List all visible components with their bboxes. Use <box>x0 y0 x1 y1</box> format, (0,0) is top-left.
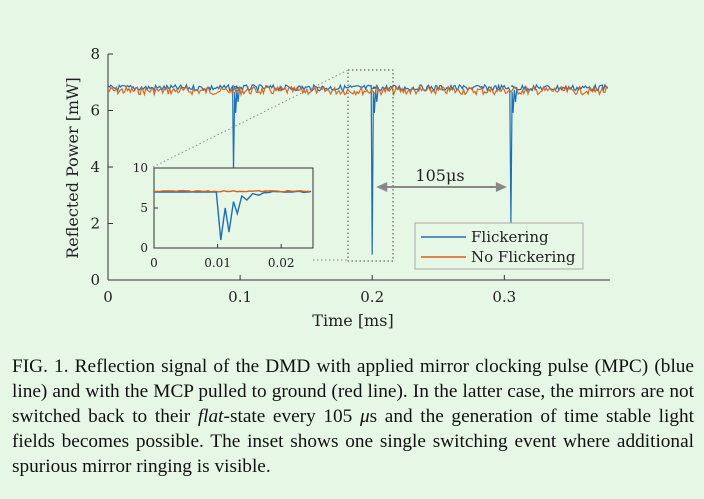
legend: Flickering No Flickering <box>414 222 584 270</box>
x-tick-label: 0.2 <box>360 288 384 306</box>
figure-chart: 0 0.1 0.2 0.3 0 2 4 6 8 0 0.01 0.02 0 5 10 105μs Flic… <box>63 45 610 330</box>
inset-x-tick-label: 0 <box>150 256 158 270</box>
caption-text-3: s and the generation of time stable ligh… <box>12 406 694 477</box>
y-tick-label: 4 <box>90 158 100 176</box>
main-plot-area <box>107 82 609 255</box>
zoom-connector-line <box>152 69 349 168</box>
inset-frame <box>153 167 314 249</box>
inset-chart: 0 0.01 0.02 0 5 10 <box>133 161 314 270</box>
inset-x-tick-label: 0.01 <box>204 256 231 270</box>
legend-entry-label: No Flickering <box>471 248 576 266</box>
caption-text-2: -state every 105 <box>223 406 360 427</box>
zoom-region-box <box>347 69 394 262</box>
legend-entry-label: Flickering <box>471 228 549 246</box>
period-arrow-head-right <box>495 182 507 192</box>
x-tick-label: 0.3 <box>492 288 516 306</box>
caption-emphasis: flat <box>197 406 224 427</box>
no-flickering-series-line <box>107 84 609 97</box>
y-tick-label: 0 <box>90 271 100 289</box>
figure-caption: FIG. 1. Reflection signal of the DMD wit… <box>12 354 694 479</box>
inset-y-tick-label: 10 <box>133 161 148 175</box>
y-tick-label: 8 <box>90 45 100 63</box>
caption-label: FIG. 1. <box>12 356 69 377</box>
inset-y-tick-label: 0 <box>140 241 148 255</box>
zoom-indicator <box>152 69 394 262</box>
y-tick-label: 6 <box>90 102 100 120</box>
main-axes: 0 0.1 0.2 0.3 0 2 4 6 8 <box>90 45 610 306</box>
y-tick-label: 2 <box>90 215 100 233</box>
period-annotation-label: 105μs <box>415 166 464 185</box>
period-arrow-head-left <box>376 182 388 192</box>
caption-text-1: Reflection signal of the DMD with applie… <box>12 356 694 427</box>
x-axis-label: Time [ms] <box>312 311 393 330</box>
caption-mu: μ <box>359 406 370 427</box>
inset-x-tick-label: 0.02 <box>268 256 295 270</box>
x-tick-label: 0 <box>103 288 113 306</box>
period-annotation: 105μs <box>376 166 507 192</box>
legend-frame <box>414 222 584 270</box>
y-axis-label: Reflected Power [mW] <box>63 77 82 259</box>
inset-y-tick-label: 5 <box>140 201 148 215</box>
inset-no-flickering-line <box>153 189 310 193</box>
x-tick-label: 0.1 <box>228 288 252 306</box>
